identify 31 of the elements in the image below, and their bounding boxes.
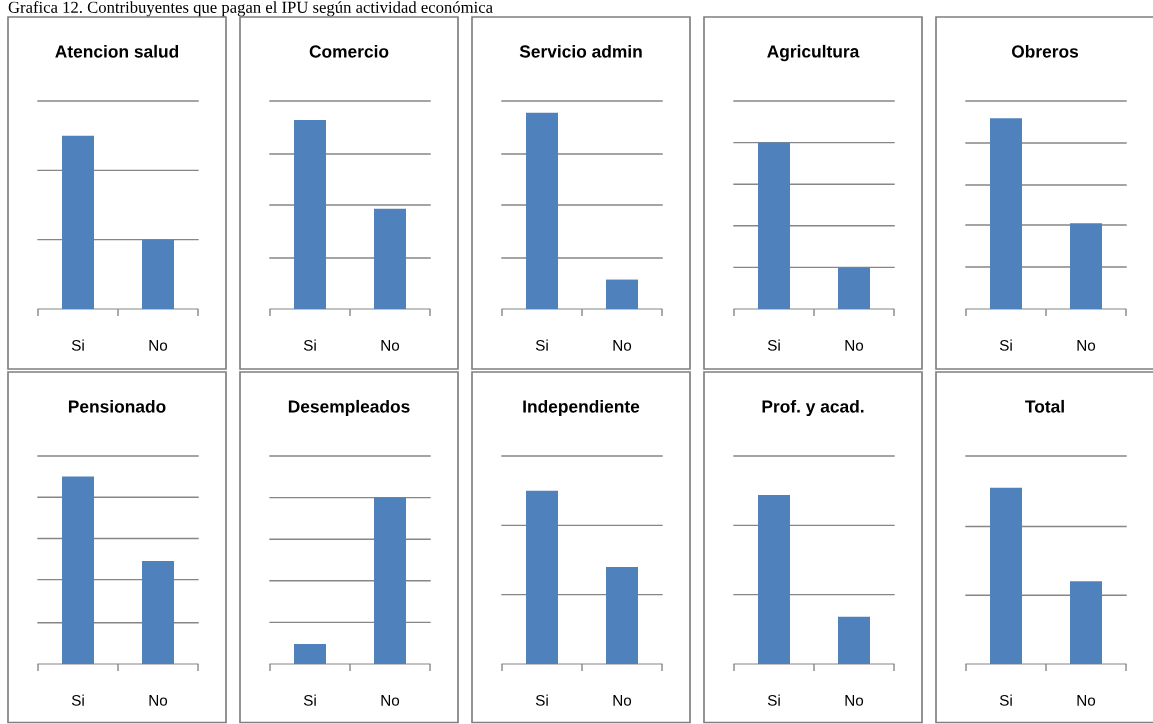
text: Grafica 12. Contribuyentes que pagan el IPU según actividad económica	[8, 1, 493, 17]
chart-title: Pensionado	[68, 399, 166, 413]
x-tick-label: No	[845, 695, 864, 706]
chart-title: Prof. y acad.	[762, 399, 864, 417]
chart-title: Independiente	[523, 399, 640, 417]
x-tick-label: No	[845, 340, 864, 351]
x-tick-label: No	[381, 695, 400, 706]
chart-title: Obreros	[1011, 44, 1079, 58]
x-tick-label: No	[1077, 695, 1096, 706]
x-tick-label: Si	[767, 694, 780, 706]
x-tick-label: No	[613, 340, 632, 351]
x-tick-label: Si	[303, 339, 316, 351]
x-tick-label: Si	[71, 339, 84, 351]
chart-title: Comercio	[309, 44, 389, 58]
chart-title: Agricultura	[767, 44, 860, 62]
x-tick-label: Si	[999, 339, 1012, 351]
chart-title: Atencion salud	[55, 44, 179, 58]
chart-title: Servicio admin	[519, 44, 642, 58]
x-tick-label: Si	[767, 339, 780, 351]
x-tick-label: Si	[535, 339, 548, 351]
chart-title: Total	[1025, 399, 1064, 413]
x-tick-label: Si	[303, 694, 316, 706]
x-tick-label: Si	[71, 694, 84, 706]
x-tick-label: Si	[999, 694, 1012, 706]
x-tick-label: No	[1077, 340, 1096, 351]
x-tick-label: No	[149, 340, 168, 351]
x-tick-label: No	[613, 695, 632, 706]
chart-title: Desempleados	[288, 399, 410, 417]
x-tick-label: Si	[535, 694, 548, 706]
x-tick-label: No	[381, 340, 400, 351]
x-tick-label: No	[149, 695, 168, 706]
